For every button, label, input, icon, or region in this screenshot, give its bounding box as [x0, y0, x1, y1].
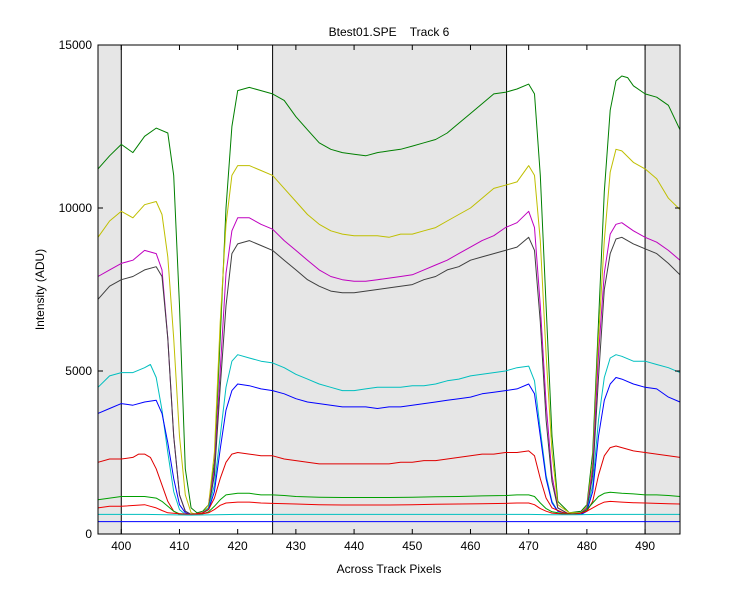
x-tick-label: 420: [228, 539, 248, 553]
shaded-region-2: [272, 45, 507, 534]
y-tick-label: 10000: [59, 201, 93, 215]
y-tick-label: 15000: [59, 38, 93, 52]
x-tick-label: 450: [402, 539, 422, 553]
x-tick-label: 440: [344, 539, 364, 553]
y-tick-label: 5000: [65, 364, 92, 378]
series-line-6: [97, 377, 681, 515]
axes-frame: [97, 44, 681, 535]
x-tick-label: 480: [577, 539, 597, 553]
y-axis-ticks: 0 5000 10000 15000: [59, 38, 680, 541]
chart-title: Btest01.SPE Track 6: [329, 25, 450, 39]
series-line-10: [98, 513, 680, 516]
x-tick-label: 410: [169, 539, 189, 553]
series-line-2: [97, 148, 681, 515]
x-tick-label: 400: [111, 539, 131, 553]
shaded-region-3: [645, 45, 680, 534]
x-axis-ticks: 400 410 420 430 440 450 460 470 480 490: [111, 45, 655, 553]
x-tick-label: 470: [519, 539, 539, 553]
series-line-5: [97, 354, 681, 515]
shaded-region-1: [98, 45, 122, 534]
x-axis-label: Across Track Pixels: [337, 562, 442, 576]
x-tick-label: 490: [635, 539, 655, 553]
series-line-9: [97, 500, 681, 515]
y-axis-label: Intensity (ADU): [33, 249, 47, 330]
y-tick-label: 0: [85, 527, 92, 541]
series-line-1: [97, 75, 681, 514]
x-tick-label: 460: [460, 539, 480, 553]
series-group: [97, 75, 681, 523]
series-line-4: [97, 236, 681, 515]
x-tick-label: 430: [286, 539, 306, 553]
shaded-regions: [98, 45, 680, 534]
